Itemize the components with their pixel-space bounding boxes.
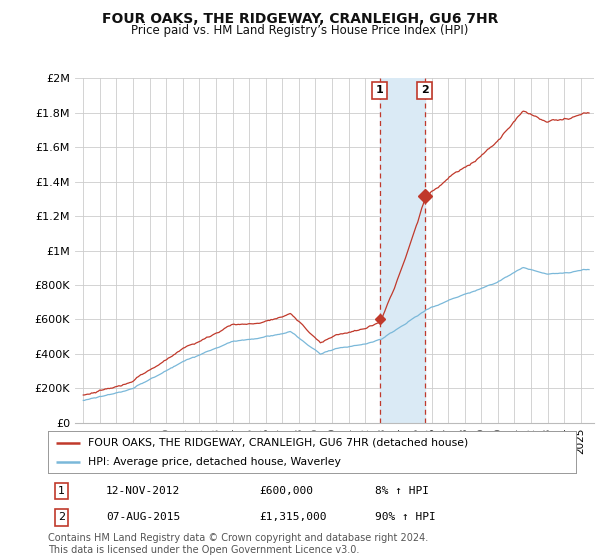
Text: 2: 2 [58,512,65,522]
Bar [380,78,425,423]
Text: Price paid vs. HM Land Registry’s House Price Index (HPI): Price paid vs. HM Land Registry’s House … [131,24,469,36]
Text: 1: 1 [376,85,383,95]
Text: FOUR OAKS, THE RIDGEWAY, CRANLEIGH, GU6 7HR: FOUR OAKS, THE RIDGEWAY, CRANLEIGH, GU6 … [102,12,498,26]
Text: 12-NOV-2012: 12-NOV-2012 [106,486,181,496]
Text: FOUR OAKS, THE RIDGEWAY, CRANLEIGH, GU6 7HR (detached house): FOUR OAKS, THE RIDGEWAY, CRANLEIGH, GU6 … [88,438,468,448]
Text: 90% ↑ HPI: 90% ↑ HPI [376,512,436,522]
Text: Contains HM Land Registry data © Crown copyright and database right 2024.
This d: Contains HM Land Registry data © Crown c… [48,533,428,555]
Text: £600,000: £600,000 [259,486,313,496]
Text: HPI: Average price, detached house, Waverley: HPI: Average price, detached house, Wave… [88,458,340,467]
Text: 2: 2 [421,85,428,95]
Text: 07-AUG-2015: 07-AUG-2015 [106,512,181,522]
Text: 8% ↑ HPI: 8% ↑ HPI [376,486,430,496]
Text: £1,315,000: £1,315,000 [259,512,327,522]
Text: 1: 1 [58,486,65,496]
